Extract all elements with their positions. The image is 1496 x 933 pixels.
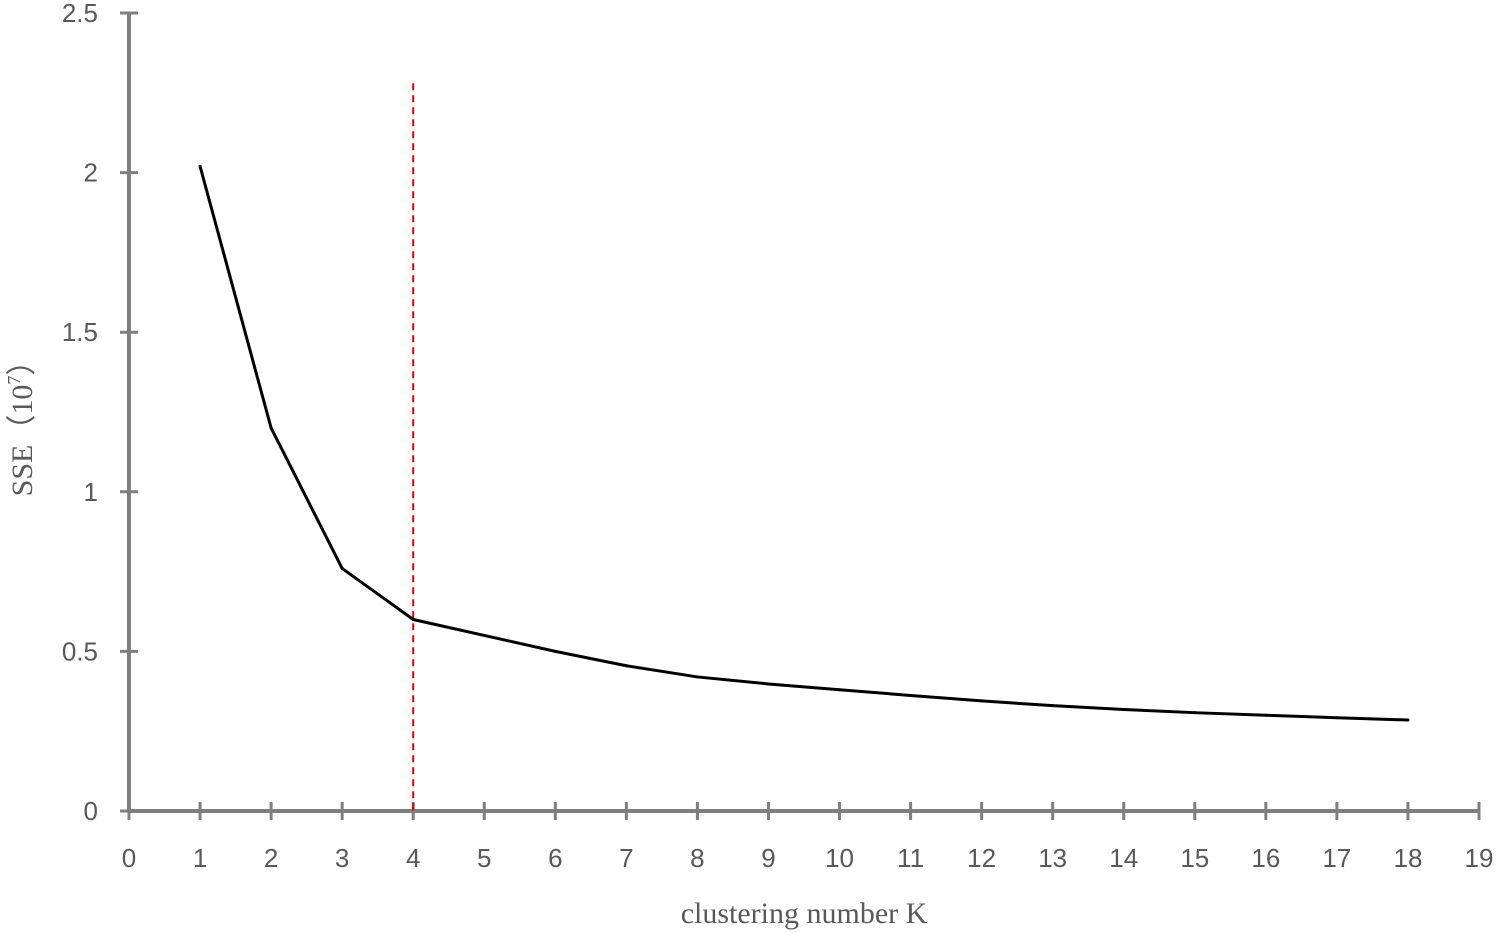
data-point — [553, 649, 557, 653]
data-point — [340, 566, 344, 570]
axes — [120, 11, 1481, 820]
x-axis-title: clustering number K — [681, 897, 928, 930]
x-tick-label: 4 — [406, 843, 420, 873]
series-line — [198, 165, 1408, 722]
data-point — [198, 164, 202, 168]
data-point — [1335, 716, 1339, 720]
x-tick-label: 18 — [1393, 843, 1422, 873]
data-point — [411, 617, 415, 621]
data-point — [1406, 718, 1410, 722]
x-tick-label: 1 — [193, 843, 207, 873]
data-point — [1122, 707, 1126, 711]
y-axis-title-close: ） — [6, 346, 39, 376]
data-point — [980, 699, 984, 703]
data-point — [1193, 711, 1197, 715]
y-tick-label: 0.5 — [62, 636, 98, 666]
data-point — [766, 682, 770, 686]
x-tick-label: 2 — [264, 843, 278, 873]
x-tick-label: 7 — [619, 843, 633, 873]
x-tick-label: 9 — [761, 843, 775, 873]
y-axis-title-superscript: 7 — [4, 376, 24, 385]
y-tick-label: 2.5 — [62, 0, 98, 28]
x-tick-label: 10 — [825, 843, 854, 873]
data-point — [482, 633, 486, 637]
data-point — [624, 664, 628, 668]
x-tick-label: 0 — [122, 843, 136, 873]
x-tick-label: 8 — [690, 843, 704, 873]
x-tick-label: 19 — [1465, 843, 1494, 873]
x-tick-label: 15 — [1180, 843, 1209, 873]
data-point — [1264, 713, 1268, 717]
y-tick-label: 1.5 — [62, 317, 98, 347]
data-point — [909, 693, 913, 697]
data-point — [269, 426, 273, 430]
data-point — [695, 675, 699, 679]
x-tick-label: 17 — [1322, 843, 1351, 873]
x-tick-label: 11 — [897, 843, 924, 873]
x-tick-label: 14 — [1109, 843, 1138, 873]
x-tick-label: 16 — [1251, 843, 1280, 873]
x-tick-label: 5 — [477, 843, 491, 873]
y-tick-label: 1 — [84, 477, 98, 507]
data-point — [1051, 704, 1055, 708]
x-tick-label: 6 — [548, 843, 562, 873]
y-tick-label: 0 — [84, 796, 98, 826]
x-tick-label: 13 — [1038, 843, 1067, 873]
tick-labels: 0 1 2 3 4 5 6 7 8 9 10 11 12 13 14 15 16 17 18 1900.511.522… — [62, 0, 1494, 873]
data-point — [838, 688, 842, 692]
series-group — [198, 164, 1410, 722]
y-axis-title-base: SSE（10 — [6, 385, 39, 497]
x-tick-label: 12 — [967, 843, 996, 873]
y-axis-title: SSE（107） — [4, 346, 39, 497]
y-tick-label: 2 — [84, 158, 98, 188]
x-tick-label: 3 — [335, 843, 349, 873]
